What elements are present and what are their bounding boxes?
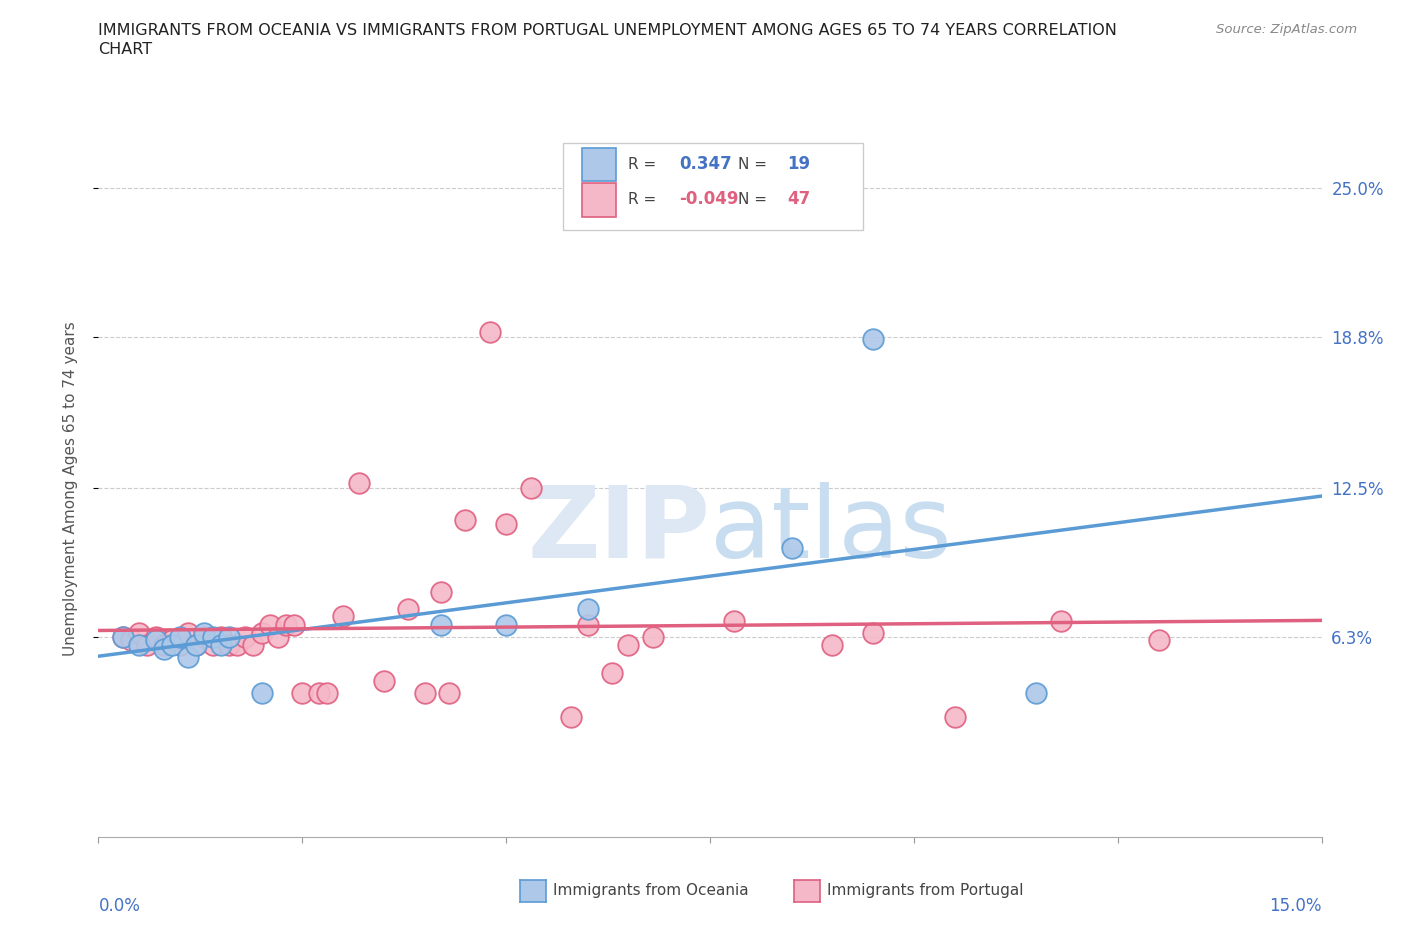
Point <box>218 637 240 652</box>
Point <box>413 685 436 700</box>
Text: ZIP: ZIP <box>527 482 710 578</box>
Point <box>169 630 191 644</box>
Point <box>160 632 183 647</box>
Point <box>495 517 517 532</box>
Point <box>267 630 290 644</box>
Point <box>430 584 453 599</box>
Point <box>315 685 337 700</box>
Text: -0.049: -0.049 <box>679 191 740 208</box>
Point <box>186 637 208 652</box>
Text: 15.0%: 15.0% <box>1270 897 1322 915</box>
Point <box>209 630 232 644</box>
Point <box>233 630 256 644</box>
Text: R =: R = <box>628 156 657 171</box>
Point <box>560 710 582 724</box>
Point <box>226 637 249 652</box>
Point <box>160 637 183 652</box>
Point <box>145 630 167 644</box>
Point <box>274 618 297 632</box>
Point <box>193 630 215 644</box>
Point <box>862 625 884 640</box>
Y-axis label: Unemployment Among Ages 65 to 74 years: Unemployment Among Ages 65 to 74 years <box>63 321 77 656</box>
Point <box>218 630 240 644</box>
Text: IMMIGRANTS FROM OCEANIA VS IMMIGRANTS FROM PORTUGAL UNEMPLOYMENT AMONG AGES 65 T: IMMIGRANTS FROM OCEANIA VS IMMIGRANTS FR… <box>98 23 1118 38</box>
Point <box>617 637 640 652</box>
Point <box>259 618 281 632</box>
Point <box>111 630 134 644</box>
Point <box>201 637 224 652</box>
Point <box>250 685 273 700</box>
Point <box>349 476 371 491</box>
Point <box>136 637 159 652</box>
Point <box>283 618 305 632</box>
Point <box>209 637 232 652</box>
Point <box>780 541 803 556</box>
Point <box>186 637 208 652</box>
Point <box>1049 613 1071 628</box>
Point <box>1025 685 1047 700</box>
Point <box>821 637 844 652</box>
Point <box>169 637 191 652</box>
Point <box>152 637 174 652</box>
Point <box>576 601 599 616</box>
Point <box>943 710 966 724</box>
Text: 47: 47 <box>787 191 810 208</box>
Point <box>437 685 460 700</box>
Point <box>396 601 419 616</box>
Point <box>111 630 134 644</box>
Point <box>201 630 224 644</box>
Point <box>723 613 745 628</box>
Point <box>242 637 264 652</box>
Point <box>641 630 664 644</box>
Text: 0.0%: 0.0% <box>98 897 141 915</box>
FancyBboxPatch shape <box>582 148 616 181</box>
Point <box>145 632 167 647</box>
FancyBboxPatch shape <box>564 143 863 231</box>
Point <box>152 642 174 657</box>
Point <box>193 625 215 640</box>
Text: CHART: CHART <box>98 42 152 57</box>
Point <box>430 618 453 632</box>
Text: 19: 19 <box>787 155 810 173</box>
Point <box>1147 632 1170 647</box>
Point <box>478 325 501 339</box>
Point <box>519 481 541 496</box>
Point <box>177 649 200 664</box>
Point <box>128 625 150 640</box>
Point <box>332 608 354 623</box>
Text: N =: N = <box>738 156 768 171</box>
Text: atlas: atlas <box>710 482 952 578</box>
Point <box>862 332 884 347</box>
Point <box>308 685 330 700</box>
Point <box>600 666 623 681</box>
Point <box>291 685 314 700</box>
Point <box>128 637 150 652</box>
Text: Immigrants from Oceania: Immigrants from Oceania <box>553 884 748 898</box>
Point <box>373 673 395 688</box>
Text: N =: N = <box>738 192 768 206</box>
Point <box>120 632 142 647</box>
FancyBboxPatch shape <box>582 183 616 217</box>
Point <box>495 618 517 632</box>
Point <box>177 625 200 640</box>
Point <box>250 625 273 640</box>
Text: Source: ZipAtlas.com: Source: ZipAtlas.com <box>1216 23 1357 36</box>
Text: 0.347: 0.347 <box>679 155 733 173</box>
Point <box>576 618 599 632</box>
Text: R =: R = <box>628 192 657 206</box>
Text: Immigrants from Portugal: Immigrants from Portugal <box>827 884 1024 898</box>
Point <box>454 512 477 527</box>
